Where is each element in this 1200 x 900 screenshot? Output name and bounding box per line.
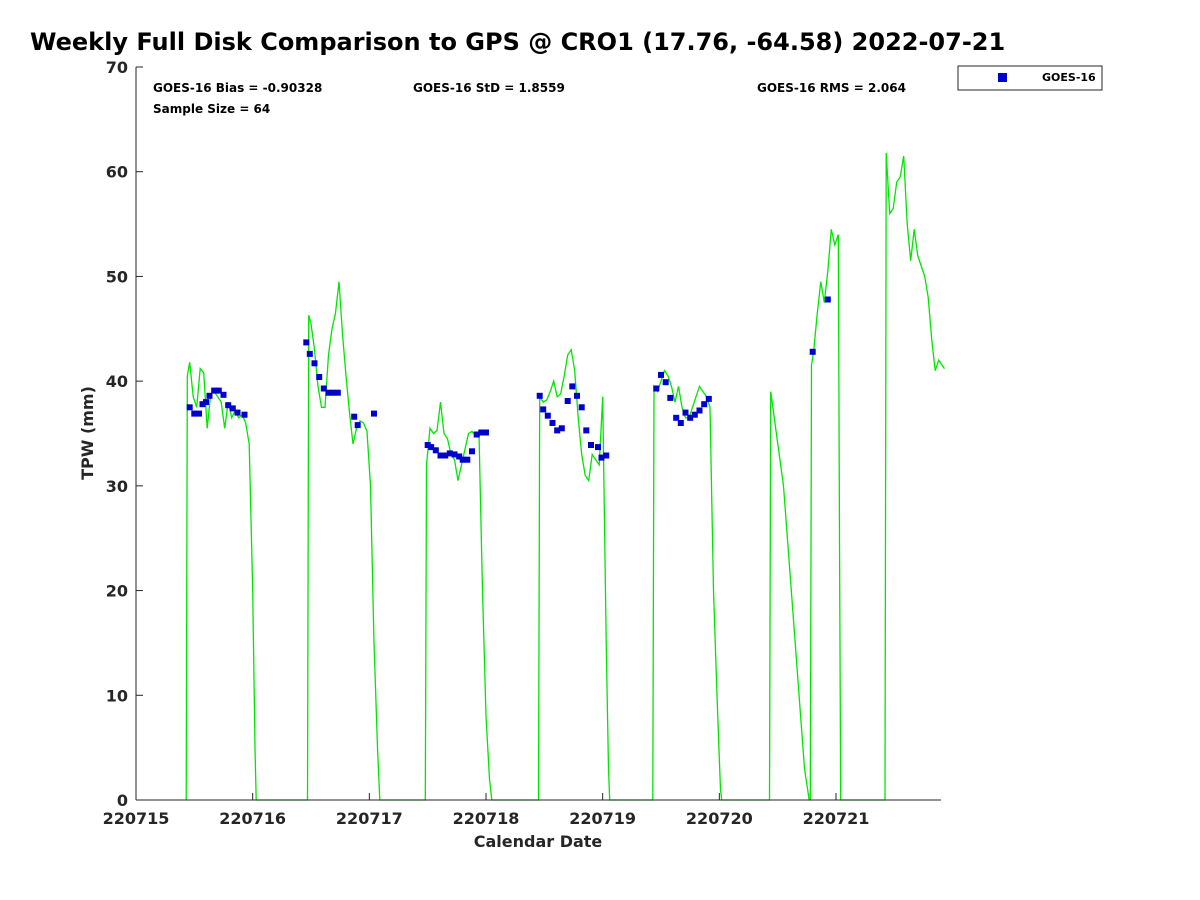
goes16-point xyxy=(536,392,543,399)
goes16-point xyxy=(211,387,218,394)
x-tick-label: 220717 xyxy=(336,809,403,828)
goes16-point xyxy=(598,454,605,461)
goes16-point xyxy=(432,447,439,454)
y-tick-label: 40 xyxy=(106,372,128,391)
y-tick-label: 60 xyxy=(106,163,128,182)
goes16-point xyxy=(696,407,703,414)
legend-box xyxy=(957,65,1103,91)
y-tick-label: 30 xyxy=(106,477,128,496)
goes16-point xyxy=(564,398,571,404)
x-tick-label: 220719 xyxy=(569,809,636,828)
goes16-point xyxy=(824,296,831,303)
goes16-point xyxy=(569,383,576,390)
goes16-point xyxy=(215,387,222,394)
y-tick-label: 20 xyxy=(106,582,128,601)
y-tick-label: 70 xyxy=(106,58,128,77)
bias-stat: GOES-16 Bias = -0.90328 xyxy=(153,81,322,95)
chart-title: Weekly Full Disk Comparison to GPS @ CRO… xyxy=(30,28,1006,56)
goes16-point xyxy=(554,427,561,434)
goes16-point xyxy=(540,406,547,413)
goes16-point xyxy=(220,391,227,398)
goes16-point xyxy=(191,410,198,417)
y-tick-label: 0 xyxy=(117,791,128,810)
goes16-point xyxy=(558,425,565,432)
goes16-point xyxy=(428,444,435,451)
goes16-point xyxy=(588,442,594,448)
std-stat: GOES-16 StD = 1.8559 xyxy=(413,81,565,95)
goes16-point xyxy=(334,389,341,396)
plot-area xyxy=(185,152,946,801)
x-axis-title: Calendar Date xyxy=(474,832,603,851)
legend-label-goes16: GOES-16 xyxy=(1042,71,1096,84)
goes16-point xyxy=(199,401,206,408)
goes16-point xyxy=(677,420,684,426)
goes16-point xyxy=(809,348,816,355)
goes16-point xyxy=(325,389,332,396)
goes16-point xyxy=(682,409,689,416)
legend: GOES-16 xyxy=(957,65,1103,91)
goes16-point xyxy=(687,414,694,421)
axes: 0 10 20 30 40 50 60 70 220715 220716 220717 220718 2… xyxy=(103,58,941,828)
goes16-point xyxy=(311,360,318,367)
goes16-point xyxy=(701,401,708,408)
goes16-point xyxy=(653,385,660,392)
goes16-point xyxy=(196,410,202,417)
goes16-point xyxy=(306,350,313,357)
goes16-point xyxy=(303,339,310,346)
goes16-point xyxy=(446,450,453,457)
goes16-point xyxy=(234,409,241,416)
goes16-point xyxy=(229,405,236,412)
rms-stat: GOES-16 RMS = 2.064 xyxy=(757,81,906,95)
legend-marker-goes16 xyxy=(998,73,1007,82)
goes16-point xyxy=(658,371,664,378)
goes16-point xyxy=(578,404,585,411)
goes16-point xyxy=(241,411,248,418)
goes16-point xyxy=(691,411,698,418)
goes16-point xyxy=(667,394,674,401)
goes16-point xyxy=(351,413,358,420)
y-tick-label: 50 xyxy=(106,267,128,286)
goes16-point xyxy=(464,456,471,463)
goes16-point xyxy=(603,452,610,459)
x-tick-label: 220716 xyxy=(219,809,286,828)
goes16-point xyxy=(662,379,669,386)
goes16-point xyxy=(330,389,337,396)
goes16-point xyxy=(316,374,323,380)
goes16-point xyxy=(469,448,475,455)
goes16-point xyxy=(456,453,463,460)
goes16-point xyxy=(451,451,458,458)
x-tick-label: 220718 xyxy=(453,809,520,828)
goes16-point xyxy=(225,402,232,409)
goes16-point xyxy=(478,429,485,436)
goes16-point xyxy=(437,452,444,459)
goes16-point xyxy=(371,410,377,417)
goes16-point xyxy=(595,444,601,451)
goes16-point xyxy=(354,422,361,429)
goes16-point xyxy=(459,456,466,463)
goes16-point xyxy=(203,399,209,406)
goes16-point xyxy=(186,404,193,411)
goes16-point xyxy=(424,442,431,448)
goes16-point xyxy=(320,385,327,392)
goes16-point xyxy=(544,412,551,419)
goes16-point xyxy=(705,395,712,402)
x-tick-label: 220721 xyxy=(803,809,870,828)
goes16-point xyxy=(483,429,489,436)
y-axis-title: TPW (mm) xyxy=(78,386,97,480)
x-tick-label: 220715 xyxy=(103,809,170,828)
sample-size-stat: Sample Size = 64 xyxy=(153,102,270,116)
goes16-point xyxy=(583,427,590,434)
gps-line xyxy=(185,152,946,801)
goes16-point xyxy=(673,414,680,421)
y-tick-label: 10 xyxy=(106,686,128,705)
goes16-point xyxy=(549,420,556,426)
goes16-point xyxy=(442,452,449,459)
stats-block: GOES-16 Bias = -0.90328 GOES-16 StD = 1.… xyxy=(153,81,906,116)
goes16-point xyxy=(574,392,580,399)
x-tick-label: 220720 xyxy=(686,809,753,828)
goes16-point xyxy=(206,392,213,399)
goes16-point xyxy=(473,431,480,438)
